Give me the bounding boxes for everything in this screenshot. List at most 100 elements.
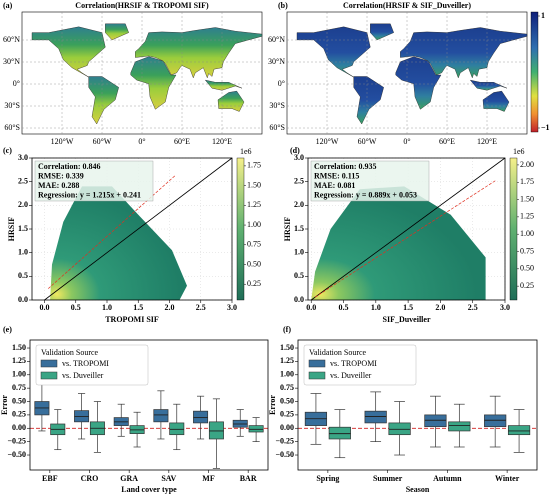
lon-label: 0° [138, 137, 145, 146]
y-tick-label: 1.0 [294, 247, 304, 256]
y-tick-label: 0.75 [280, 383, 294, 392]
lat-label: 30°N [3, 57, 20, 66]
box [448, 421, 471, 432]
legend-swatch [308, 359, 326, 368]
y-tick-label: 0.5 [294, 271, 304, 280]
x-tick-label: 1.0 [371, 303, 381, 312]
plot-frame [31, 157, 233, 301]
y-tick-label: 0.0 [294, 295, 304, 304]
panel: 0.0 0.5 1.0 1.5 2.0 2.5 3.0 0.0 0.5 1.0 1.5 2.0 2.5 3… [3, 146, 261, 324]
colorbar-label: 1.25 [247, 200, 261, 209]
panel-label: (a) [3, 1, 13, 10]
x-tick-label: 0.5 [339, 303, 349, 312]
colorbar-label: 1.75 [520, 177, 534, 186]
y-axis-label: Error [0, 395, 9, 415]
y-tick-label: 0.25 [12, 410, 26, 419]
density-cloud [50, 186, 187, 300]
colorbar-label: 2.00 [520, 160, 534, 169]
y-tick-label: 0.00 [12, 423, 26, 432]
annotation: Correlation: 0.935 [314, 162, 377, 171]
legend-swatch [40, 359, 58, 368]
lat-label: 0° [278, 79, 285, 88]
panel: −0.50 −0.25 0.00 0.25 0.50 0.75 1.00 1.25 1.50 Sp… [268, 325, 538, 494]
y-tick-label: 2.5 [294, 176, 304, 185]
y-tick-label: 3.0 [294, 153, 304, 162]
legend-label: vs. Duveiller [330, 371, 372, 380]
y-tick-label: −0.50 [275, 450, 294, 459]
legend-label: vs. TROPOMI [330, 359, 377, 368]
legend-swatch [40, 371, 58, 380]
land [370, 23, 394, 41]
lon-label: 60°W [93, 137, 112, 146]
land [217, 90, 245, 112]
colorbar-label: 0.25 [247, 279, 261, 288]
map-title: Correlation(HRSIF & SIF_Duveiller) [343, 1, 471, 10]
x-tick-label: 0.5 [71, 303, 81, 312]
colorbar-label: 0.25 [520, 281, 534, 290]
colorbar-label: 1.00 [247, 220, 261, 229]
y-axis-label: HRSIF [283, 217, 292, 242]
land [88, 76, 119, 125]
x-tick-label: 1.5 [133, 303, 143, 312]
y-tick-label: 0.50 [12, 396, 26, 405]
land [482, 90, 510, 112]
colorbar-label: 0.50 [520, 264, 534, 273]
y-tick-label: 0.0 [18, 295, 28, 304]
y-tick-label: 0.25 [280, 410, 294, 419]
y-tick-label: 1.00 [280, 370, 294, 379]
colorbar [530, 11, 539, 133]
colorbar-label: 1.50 [247, 180, 261, 189]
annotation: MAE: 0.288 [38, 181, 79, 190]
panel: 0.0 0.5 1.0 1.5 2.0 2.5 3.0 0.0 0.5 1.0 1.5 2.0 2.5 3… [283, 146, 534, 324]
one-to-one-line [310, 157, 506, 301]
box [248, 425, 264, 433]
legend-label: vs. TROPOMI [62, 359, 109, 368]
x-axis-label: Season [406, 485, 430, 494]
box [484, 414, 507, 428]
x-tick-label: MF [202, 474, 215, 483]
plot-frame [29, 339, 269, 471]
panel-label: (e) [3, 325, 12, 334]
lat-label: 0° [13, 79, 20, 88]
annotation: RMSE: 0.339 [38, 171, 84, 180]
x-tick-label: 2.0 [165, 303, 175, 312]
annotation: Correlation: 0.846 [38, 162, 101, 171]
y-tick-label: −0.50 [7, 450, 26, 459]
x-axis-label: Land cover type [121, 485, 177, 494]
y-tick-label: 2.5 [18, 176, 28, 185]
x-tick-label: CRO [81, 474, 99, 483]
colorbar-label: 1.50 [520, 194, 534, 203]
y-tick-label: 1.00 [12, 370, 26, 379]
box [507, 425, 531, 436]
lat-label: 30°S [269, 101, 285, 110]
y-tick-label: 0.00 [280, 423, 294, 432]
lat-label: 60°N [3, 35, 20, 44]
colorbar [509, 157, 518, 301]
x-tick-label: Summer [373, 474, 403, 483]
colorbar-offset: 1e6 [513, 147, 525, 156]
y-tick-label: 1.50 [12, 343, 26, 352]
panel: Correlation(HRSIF & TROPOMI SIF) 60°N 30°N… [3, 1, 263, 146]
x-axis-label: SIF_Duveiller [383, 315, 431, 324]
land [204, 79, 243, 91]
y-axis-label: HRSIF [7, 217, 16, 242]
x-tick-label: 3.0 [227, 303, 237, 312]
y-tick-label: −0.25 [7, 436, 26, 445]
x-tick-label: Winter [495, 474, 520, 483]
y-tick-label: 1.5 [294, 224, 304, 233]
box [424, 414, 447, 428]
land [353, 76, 384, 125]
lat-label: 60°S [269, 123, 285, 132]
lon-label: 120°E [212, 137, 232, 146]
annotation-box [34, 160, 154, 202]
lon-label: 0° [403, 137, 410, 146]
box [328, 426, 351, 440]
colorbar-label: 1.75 [247, 161, 261, 170]
y-tick-label: 1.25 [12, 356, 26, 365]
box [169, 422, 185, 436]
annotation: Regression: y = 1.215x + 0.241 [38, 190, 141, 199]
colorbar-label: 0.75 [247, 240, 261, 249]
box [193, 410, 209, 424]
x-tick-label: 2.5 [196, 303, 206, 312]
